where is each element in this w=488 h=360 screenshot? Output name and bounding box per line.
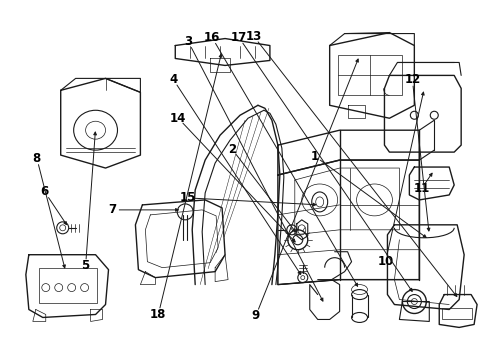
Bar [441,307,471,319]
Text: 13: 13 [245,30,262,43]
Text: 9: 9 [251,309,260,322]
Text: 15: 15 [180,192,196,204]
Text: 11: 11 [412,183,428,195]
Text: 17: 17 [230,31,246,44]
Text: 3: 3 [184,35,192,48]
Bar [39,268,96,302]
Text: 1: 1 [310,150,318,163]
Text: 6: 6 [41,185,49,198]
Bar [337,55,402,95]
Text: 8: 8 [33,152,41,165]
Text: 10: 10 [377,255,393,268]
Text: 18: 18 [150,308,166,321]
Text: 12: 12 [404,73,420,86]
Text: 7: 7 [108,203,116,216]
Text: 5: 5 [81,259,90,272]
Text: 16: 16 [203,31,220,44]
Text: 14: 14 [170,112,186,125]
Text: 4: 4 [169,73,177,86]
Text: 2: 2 [227,143,236,156]
